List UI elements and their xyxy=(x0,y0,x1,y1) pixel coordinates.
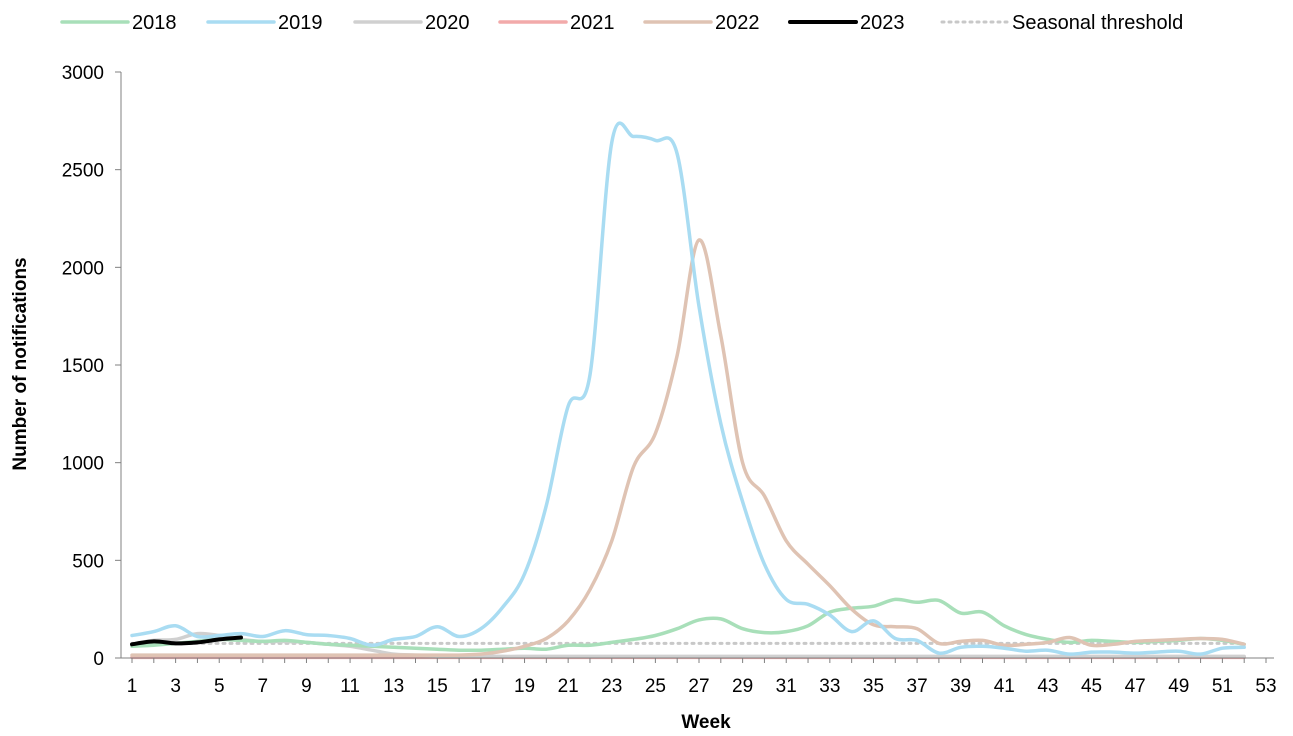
y-tick-label: 2500 xyxy=(62,161,104,182)
y-tick-label: 2000 xyxy=(62,258,104,279)
x-tick-label: 31 xyxy=(776,676,797,697)
y-tick-label: 1500 xyxy=(62,356,104,377)
series-line-2023 xyxy=(130,635,243,647)
x-tick-label: 33 xyxy=(819,676,840,697)
x-tick-label: 47 xyxy=(1125,676,1146,697)
x-tick-label: 5 xyxy=(214,676,225,697)
x-tick-label: 13 xyxy=(383,676,404,697)
legend-label-seasonal-threshold: Seasonal threshold xyxy=(1012,12,1183,34)
x-tick-label: 9 xyxy=(301,676,312,697)
legend: 2018 2019 2020 2021 2022 2023 Seasonal thresho… xyxy=(60,12,1183,34)
x-tick-label: 3 xyxy=(170,676,181,697)
x-tick-label: 49 xyxy=(1168,676,1189,697)
x-tick-label: 43 xyxy=(1037,676,1058,697)
plot-area xyxy=(130,121,1246,660)
series-line-2022 xyxy=(130,238,1246,657)
legend-label-2023: 2023 xyxy=(860,12,905,34)
y-axis-title: Number of notifications xyxy=(10,257,31,470)
x-tick-label: 7 xyxy=(258,676,269,697)
y-tick-label: 0 xyxy=(93,649,104,670)
x-tick-label: 37 xyxy=(907,676,928,697)
x-tick-label: 23 xyxy=(601,676,622,697)
series-line-2019 xyxy=(130,121,1246,656)
x-tick-label: 11 xyxy=(340,676,360,697)
legend-label-2022: 2022 xyxy=(715,12,760,34)
x-tick-label: 39 xyxy=(950,676,971,697)
legend-label-2020: 2020 xyxy=(425,12,470,34)
y-tick-label: 500 xyxy=(72,551,104,572)
x-axis-title: Week xyxy=(681,712,731,733)
x-tick-label: 29 xyxy=(732,676,753,697)
x-tick-label: 25 xyxy=(645,676,666,697)
y-tick-label: 1000 xyxy=(62,454,104,475)
series-line-2018 xyxy=(130,597,1246,653)
x-tick-label: 53 xyxy=(1255,676,1276,697)
x-tick-label: 35 xyxy=(863,676,884,697)
x-tick-label: 17 xyxy=(470,676,491,697)
legend-label-2019: 2019 xyxy=(278,12,323,34)
legend-label-2018: 2018 xyxy=(132,12,177,34)
y-tick-label: 3000 xyxy=(62,63,104,84)
x-tick-label: 51 xyxy=(1212,676,1233,697)
x-tick-label: 15 xyxy=(427,676,448,697)
x-tick-label: 19 xyxy=(514,676,535,697)
legend-label-2021: 2021 xyxy=(570,12,615,34)
x-tick-label: 27 xyxy=(688,676,709,697)
x-tick-label: 21 xyxy=(558,676,579,697)
x-tick-label: 45 xyxy=(1081,676,1102,697)
x-tick-label: 1 xyxy=(127,676,138,697)
x-tick-label: 41 xyxy=(994,676,1015,697)
